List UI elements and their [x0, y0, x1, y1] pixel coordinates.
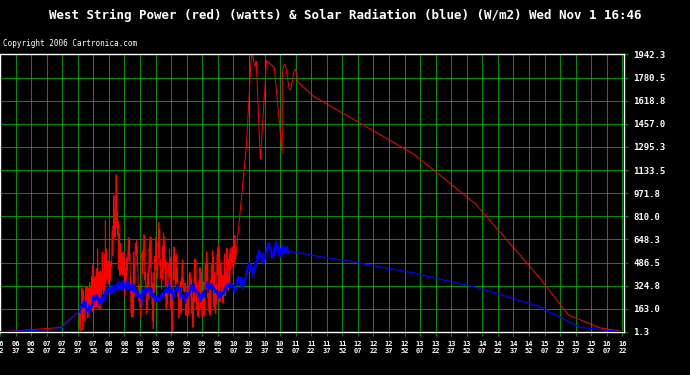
Text: West String Power (red) (watts) & Solar Radiation (blue) (W/m2) Wed Nov 1 16:46: West String Power (red) (watts) & Solar …: [49, 9, 641, 22]
Text: Copyright 2006 Cartronica.com: Copyright 2006 Cartronica.com: [3, 39, 137, 48]
